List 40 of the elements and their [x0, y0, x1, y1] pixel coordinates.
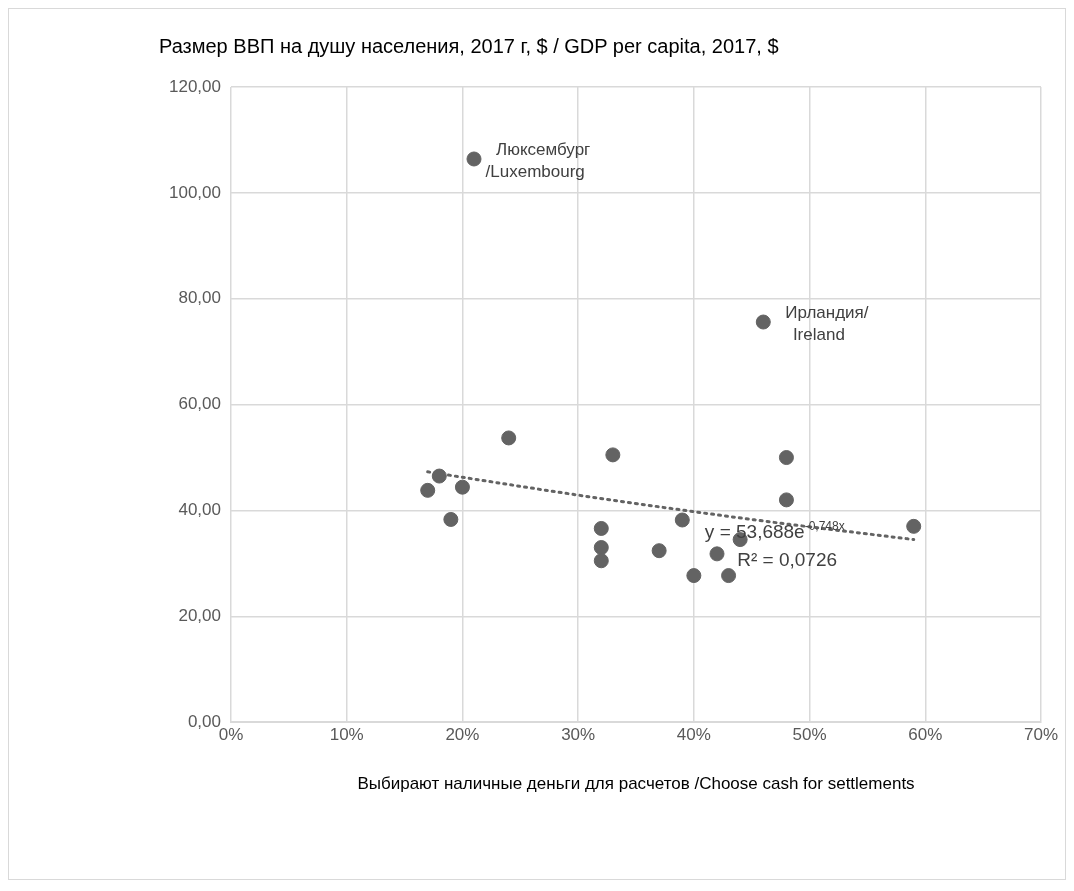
- point: [605, 447, 621, 463]
- point: [709, 546, 725, 562]
- y-tick-label: 60,00: [178, 394, 221, 414]
- x-axis-title: Выбирают наличные деньги для расчетов /Choose cash for settlements: [357, 774, 915, 794]
- point: [593, 520, 609, 536]
- annotation: Ирландия/ Ireland: [785, 303, 869, 345]
- point: [593, 540, 609, 556]
- y-tick-label: 120,00: [169, 76, 221, 96]
- point: [593, 553, 609, 569]
- x-tick-label: 30%: [561, 725, 596, 745]
- point: [778, 492, 794, 508]
- x-tick-label: 0%: [218, 725, 244, 745]
- point: [778, 450, 794, 466]
- y-tick-label: 80,00: [178, 288, 221, 308]
- point: [721, 568, 737, 584]
- point: [651, 543, 667, 559]
- point: [466, 151, 482, 167]
- point: [454, 479, 470, 495]
- annotation: Люксембург /Luxembourg: [485, 139, 591, 181]
- x-tick-label: 50%: [792, 725, 827, 745]
- x-tick-label: 70%: [1023, 725, 1059, 745]
- y-tick-label: 0,00: [187, 711, 221, 731]
- point: [755, 314, 771, 330]
- x-tick-label: 40%: [676, 725, 711, 745]
- point: [686, 568, 702, 584]
- point: [674, 512, 690, 528]
- point: [906, 518, 922, 534]
- y-tick-label: 20,00: [178, 606, 221, 626]
- point: [420, 482, 436, 498]
- x-tick-label: 10%: [329, 725, 364, 745]
- point: [501, 430, 517, 446]
- annotation: R² = 0,0726: [737, 549, 838, 571]
- point: [443, 511, 459, 527]
- y-tick-label: 100,00: [169, 182, 221, 202]
- chart-title: Размер ВВП на душу населения, 2017 г, $ / GDP per capita, 2017, $: [159, 34, 779, 57]
- line-series: [426, 470, 916, 542]
- x-tick-label: 20%: [445, 725, 480, 745]
- y-tick-label: 40,00: [178, 500, 221, 520]
- x-tick-label: 60%: [908, 725, 943, 745]
- point: [431, 468, 447, 484]
